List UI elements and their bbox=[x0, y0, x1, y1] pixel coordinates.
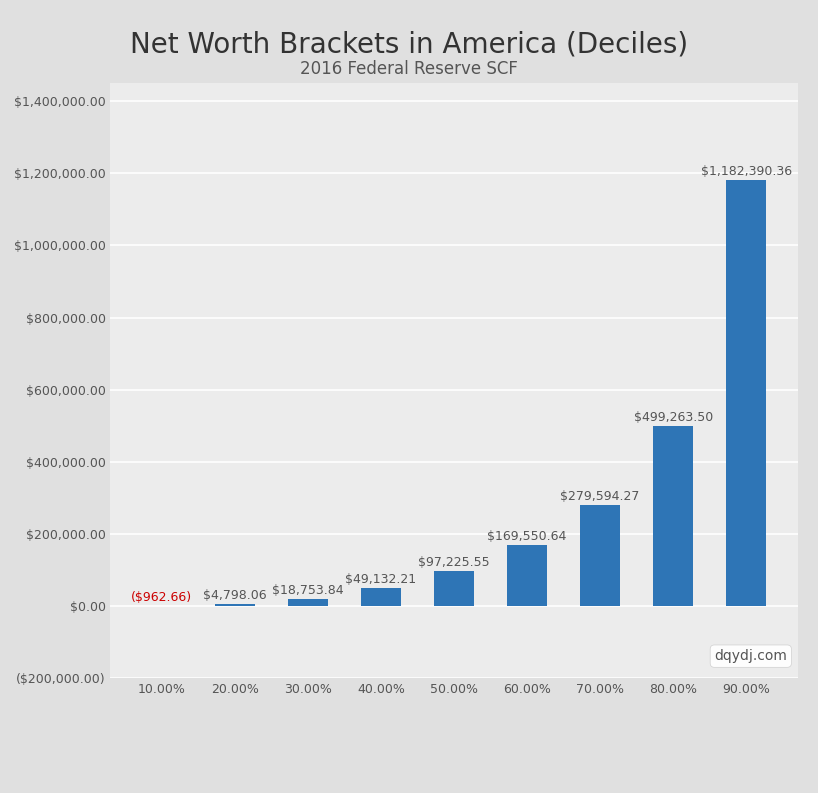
Text: $1,182,390.36: $1,182,390.36 bbox=[701, 165, 792, 178]
Text: Net Worth Brackets in America (Deciles): Net Worth Brackets in America (Deciles) bbox=[130, 30, 688, 58]
Text: $18,753.84: $18,753.84 bbox=[272, 584, 344, 597]
Bar bbox=[434, 571, 474, 606]
Text: $49,132.21: $49,132.21 bbox=[345, 573, 416, 586]
Bar bbox=[361, 588, 401, 606]
Text: 2016 Federal Reserve SCF: 2016 Federal Reserve SCF bbox=[300, 60, 518, 79]
Bar bbox=[214, 604, 255, 606]
Bar bbox=[288, 600, 328, 606]
Text: ($962.66): ($962.66) bbox=[131, 591, 192, 604]
Text: $279,594.27: $279,594.27 bbox=[560, 490, 640, 504]
Bar bbox=[726, 180, 766, 606]
Bar bbox=[507, 545, 547, 606]
Text: $97,225.55: $97,225.55 bbox=[418, 556, 490, 569]
Text: dqydj.com: dqydj.com bbox=[714, 649, 787, 663]
Text: $499,263.50: $499,263.50 bbox=[634, 411, 712, 424]
Text: $169,550.64: $169,550.64 bbox=[488, 530, 567, 543]
Text: $4,798.06: $4,798.06 bbox=[203, 589, 267, 603]
Bar bbox=[580, 505, 620, 606]
Bar bbox=[653, 426, 694, 606]
